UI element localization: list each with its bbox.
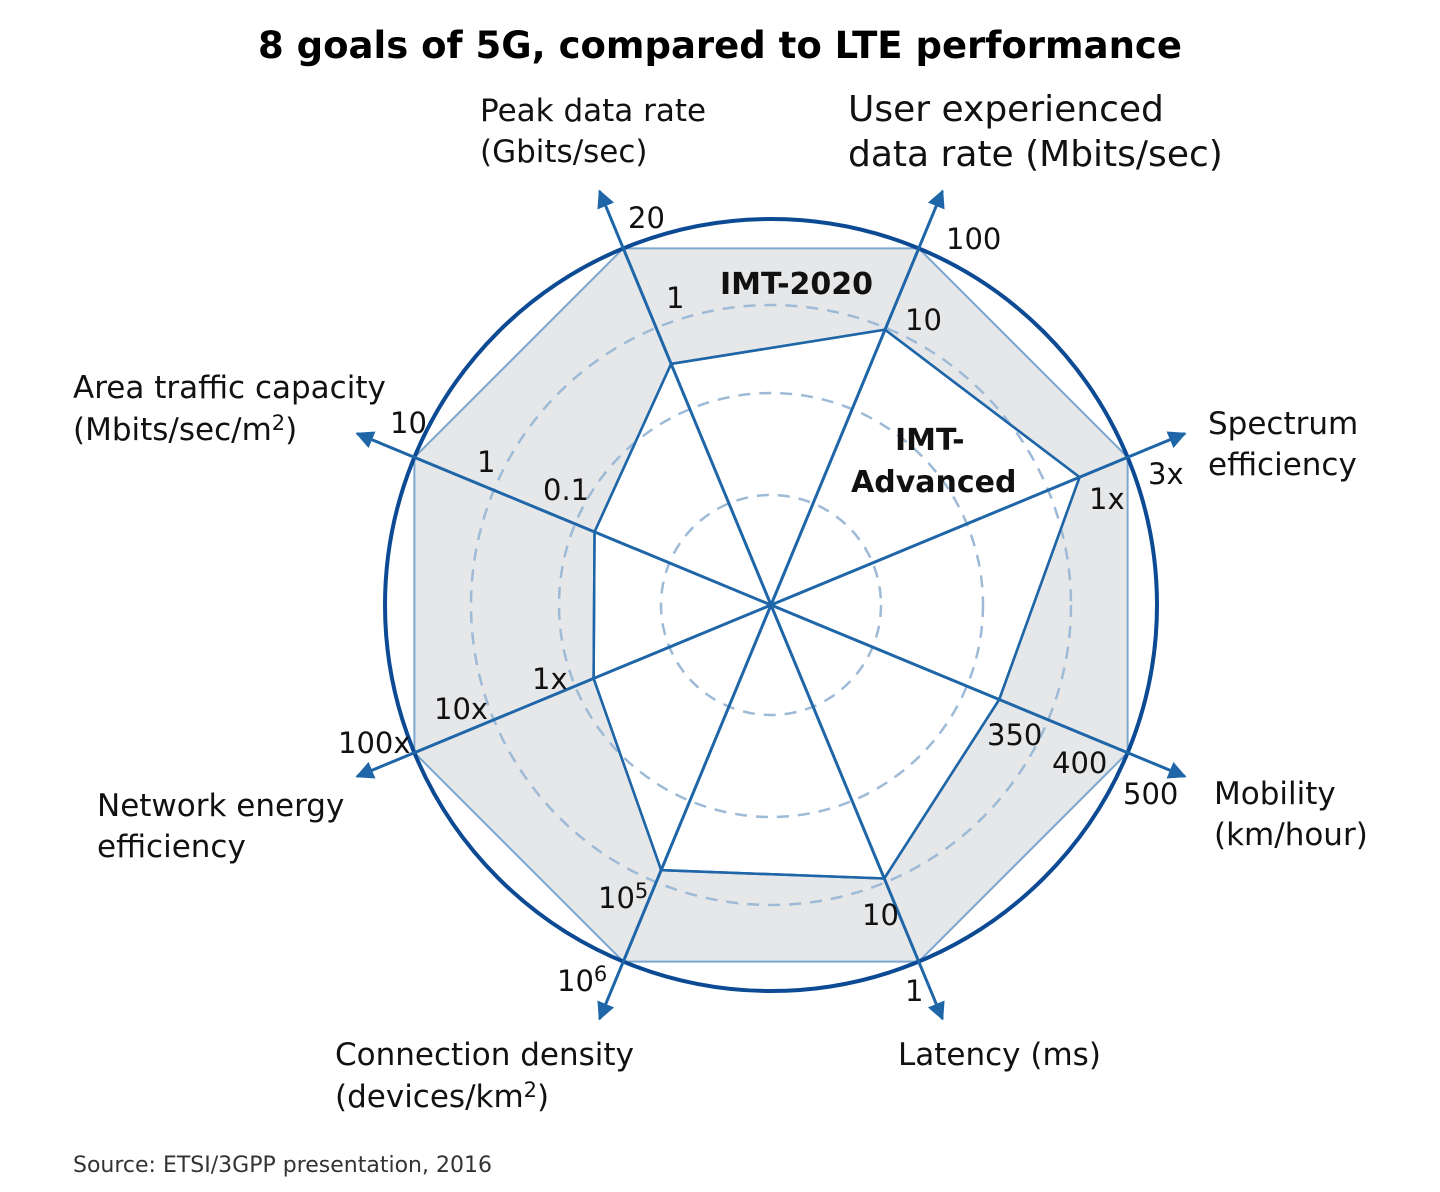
grid-circle xyxy=(469,303,1073,907)
axis-title-network-energy: Network energy xyxy=(97,788,344,824)
axis-unit-spectrum: efficiency xyxy=(1208,447,1357,483)
axis-title-latency: Latency (ms) xyxy=(898,1037,1101,1073)
tick-label: 3x xyxy=(1148,457,1184,491)
tick-label: 1 xyxy=(666,281,684,315)
axis-line xyxy=(597,189,773,606)
axis-title-connection-density: Connection density xyxy=(335,1037,634,1073)
tick-label: 10 xyxy=(390,406,427,440)
axis-unit-peak-data-rate: (Gbits/sec) xyxy=(480,134,648,170)
tick-label: 350 xyxy=(987,718,1042,752)
tick-label: 10 xyxy=(862,898,899,932)
tick-label: 100 xyxy=(946,222,1001,256)
tick-label: 100x xyxy=(338,726,411,760)
axis-unit-user-data-rate: data rate (Mbits/sec) xyxy=(848,134,1223,175)
series-label-imt-2020: IMT-2020 xyxy=(720,267,873,302)
tick-label: 20 xyxy=(628,201,665,235)
tick-label: 400 xyxy=(1052,746,1107,780)
tick-label: 10 xyxy=(905,303,942,337)
axis-title-mobility: Mobility xyxy=(1214,776,1336,812)
axis-line xyxy=(769,189,945,606)
tick-label: 1 xyxy=(477,445,495,479)
series-label-imt-advanced: IMT- xyxy=(895,423,965,458)
tick-label: 1x xyxy=(1089,482,1125,516)
axis-line xyxy=(355,431,772,607)
axis-line xyxy=(770,431,1187,607)
grid-circle xyxy=(659,493,883,717)
tick-label: 0.1 xyxy=(543,473,589,507)
axis-title-peak-data-rate: Peak data rate xyxy=(480,93,706,129)
series-label-imt-advanced-2: Advanced xyxy=(851,465,1016,500)
axis-unit-area-traffic: (Mbits/sec/m2) xyxy=(73,411,297,448)
axis-unit-connection-density: (devices/km2) xyxy=(335,1078,549,1115)
tick-label: 106 xyxy=(557,962,607,998)
axis-line xyxy=(355,603,772,779)
tick-label: 10x xyxy=(434,692,488,726)
axis-title-area-traffic: Area traffic capacity xyxy=(73,370,386,406)
tick-label: 1 xyxy=(905,974,923,1008)
source-note: Source: ETSI/3GPP presentation, 2016 xyxy=(73,1153,492,1178)
axis-line xyxy=(770,603,1187,779)
axis-title-user-data-rate: User experienced xyxy=(848,89,1164,130)
axis-line xyxy=(769,604,945,1021)
axis-unit-mobility: (km/hour) xyxy=(1214,817,1368,853)
axis-line xyxy=(597,604,773,1021)
chart-title: 8 goals of 5G, compared to LTE performan… xyxy=(258,24,1182,67)
outer-circle xyxy=(383,217,1159,993)
grid-circle xyxy=(557,391,985,819)
axis-unit-network-energy: efficiency xyxy=(97,829,246,865)
tick-label: 1x xyxy=(532,662,568,696)
tick-label: 500 xyxy=(1123,777,1178,811)
axis-title-spectrum: Spectrum xyxy=(1208,406,1358,442)
tick-label: 105 xyxy=(598,879,648,915)
